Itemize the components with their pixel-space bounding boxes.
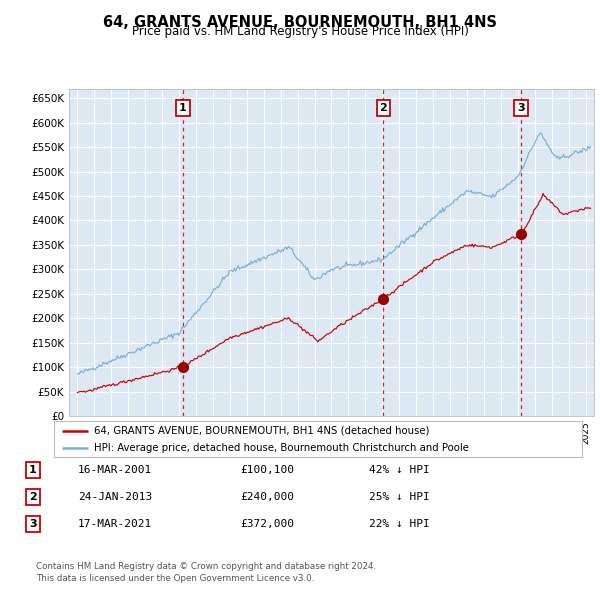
Text: 42% ↓ HPI: 42% ↓ HPI: [369, 465, 430, 474]
Text: HPI: Average price, detached house, Bournemouth Christchurch and Poole: HPI: Average price, detached house, Bour…: [94, 443, 469, 453]
Text: £240,000: £240,000: [240, 492, 294, 502]
Text: 2: 2: [380, 103, 388, 113]
Text: Price paid vs. HM Land Registry's House Price Index (HPI): Price paid vs. HM Land Registry's House …: [131, 25, 469, 38]
Text: £372,000: £372,000: [240, 519, 294, 529]
Text: 22% ↓ HPI: 22% ↓ HPI: [369, 519, 430, 529]
Text: Contains HM Land Registry data © Crown copyright and database right 2024.
This d: Contains HM Land Registry data © Crown c…: [36, 562, 376, 583]
Text: 1: 1: [179, 103, 187, 113]
Text: 16-MAR-2001: 16-MAR-2001: [78, 465, 152, 474]
Text: 1: 1: [29, 465, 37, 474]
Text: 64, GRANTS AVENUE, BOURNEMOUTH, BH1 4NS (detached house): 64, GRANTS AVENUE, BOURNEMOUTH, BH1 4NS …: [94, 425, 429, 435]
Text: 64, GRANTS AVENUE, BOURNEMOUTH, BH1 4NS: 64, GRANTS AVENUE, BOURNEMOUTH, BH1 4NS: [103, 15, 497, 30]
Text: 24-JAN-2013: 24-JAN-2013: [78, 492, 152, 502]
Text: £100,100: £100,100: [240, 465, 294, 474]
Text: 3: 3: [518, 103, 525, 113]
Text: 2: 2: [29, 492, 37, 502]
Text: 3: 3: [29, 519, 37, 529]
Text: 17-MAR-2021: 17-MAR-2021: [78, 519, 152, 529]
Text: 25% ↓ HPI: 25% ↓ HPI: [369, 492, 430, 502]
